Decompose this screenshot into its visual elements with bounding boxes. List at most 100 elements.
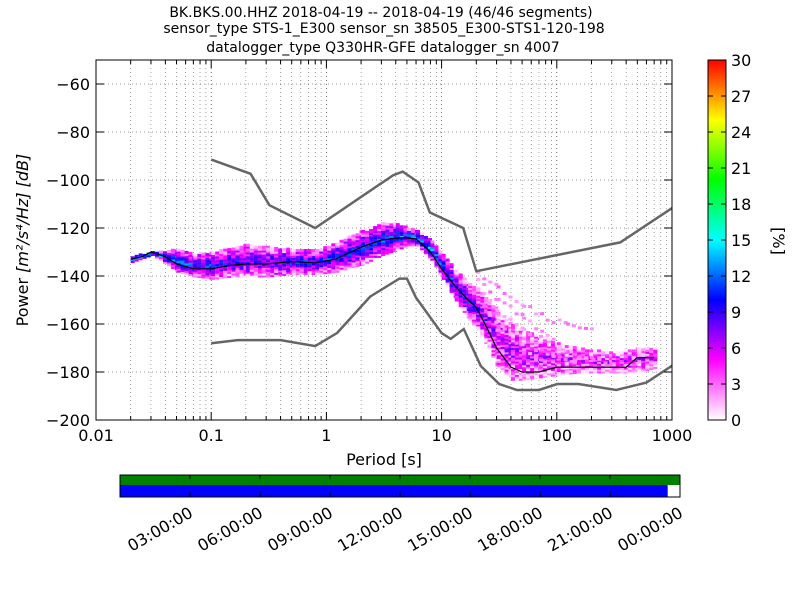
heatmap-cell [538,373,543,377]
heatmap-cell [510,329,515,333]
heatmap-cell [484,335,489,339]
heatmap-cell [257,247,262,251]
heatmap-cell [504,353,509,357]
heatmap-cell [249,274,254,278]
heatmap-cell [428,241,433,245]
heatmap-outlier [528,352,533,356]
heatmap-cell [231,270,236,274]
heatmap-cell [399,232,404,236]
heatmap-cell [201,271,206,275]
heatmap-cell [343,250,348,254]
heatmap-cell [249,247,254,251]
heatmap-cell [484,333,489,337]
heatmap-cell [307,249,312,253]
y-axis: −200−180−160−140−120−100−80−60 [46,75,672,430]
heatmap-cell [428,243,433,247]
heatmap-cell [223,265,228,269]
heatmap-outlier [528,319,533,323]
heatmap-cell [323,250,328,254]
heatmap-outlier [520,312,525,316]
heatmap-cell [253,247,258,251]
heatmap-cell [369,251,374,255]
heatmap-outlier [545,318,550,322]
heatmap-cell [564,364,569,368]
heatmap-cell [286,261,291,265]
heatmap-cell [319,265,324,269]
heatmap-cell [518,335,523,339]
heatmap-cell [355,248,360,252]
heatmap-cell [335,262,340,266]
colorbar-tick-label: 30 [731,51,751,70]
heatmap-cell [458,273,463,277]
heatmap-cell [500,334,505,338]
heatmap-cell [424,245,429,249]
heatmap-outlier [551,321,556,325]
heatmap-outlier [514,300,519,304]
heatmap-cell [361,239,366,243]
heatmap-cell [403,240,408,244]
heatmap-cell [454,285,459,289]
heatmap-cell [510,371,515,375]
heatmap-cell [307,262,312,266]
heatmap-cell [365,256,370,260]
heatmap-cell [542,353,547,357]
heatmap-outlier [476,270,481,274]
heatmap-cell [299,272,304,276]
heatmap-cell [377,235,382,239]
heatmap-cell [491,316,496,320]
heatmap-cell [355,250,360,254]
heatmap-cell [239,251,244,255]
heatmap-cell [410,241,415,245]
heatmap-cell [395,223,400,227]
heatmap-cell [365,237,370,241]
heatmap-cell [462,302,467,306]
heatmap-cell [286,251,291,255]
heatmap-cell [605,353,610,357]
heatmap-cell [319,254,324,258]
heatmap-cell [223,248,228,252]
heatmap-cell [508,356,513,360]
mean-curve [130,236,655,373]
heatmap-cell [351,255,356,259]
heatmap-cell [323,255,328,259]
heatmap-cell [496,340,501,344]
heatmap-cell [568,350,573,354]
heatmap-cell [278,258,283,262]
heatmap-cell [215,251,220,255]
heatmap-cell [219,252,224,256]
heatmap-cell [487,323,492,327]
heatmap-cell [365,229,370,233]
heatmap-cell [508,335,513,339]
heatmap-cell [365,251,370,255]
heatmap-cell [215,255,220,259]
heatmap-cell [331,254,336,258]
heatmap-cell [327,263,332,267]
heatmap-outlier [494,306,499,310]
heatmap-cell [504,351,509,355]
heatmap-cell [593,364,598,368]
heatmap-cell [347,245,352,249]
heatmap-cell [351,251,356,255]
heatmap-cell [611,357,616,361]
heatmap-cell [223,263,228,267]
heatmap-cell [410,233,415,237]
heatmap-cell [389,234,394,238]
heatmap-cell [472,307,477,311]
heatmap-cell [270,268,275,272]
heatmap-cell [508,346,513,350]
heatmap-cell [534,368,539,372]
heatmap-cell [593,353,598,357]
heatmap-cell [369,256,374,260]
heatmap-cell [266,268,271,272]
heatmap-cell [468,317,473,321]
heatmap-cell [480,324,485,328]
heatmap-cell [568,354,573,358]
heatmap-cell [215,270,220,274]
heatmap-cell [581,351,586,355]
heatmap-cell [389,227,394,231]
heatmap-cell [649,363,654,367]
heatmap-cell [568,369,573,373]
heatmap-cell [331,262,336,266]
heatmap-cell [514,371,519,375]
heatmap-cell [261,272,266,276]
